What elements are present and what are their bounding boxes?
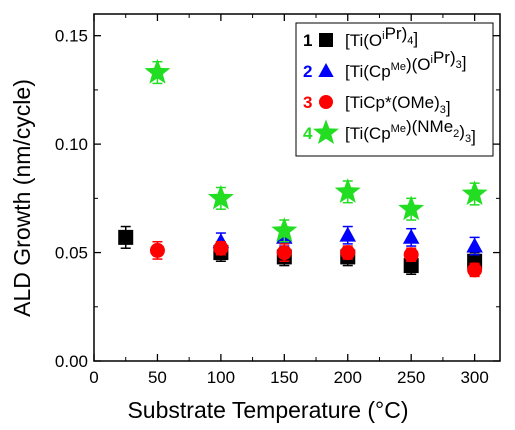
x-tick-label: 100 [207, 368, 235, 387]
y-axis-title: ALD Growth (nm/cycle) [9, 79, 35, 317]
legend: 1 [Ti(OiPr)4] 2 [Ti(CpMe)(OiPr)3] 3 [TiCp*(OM… [295, 22, 494, 157]
data-point [118, 229, 134, 245]
data-point [466, 237, 483, 253]
axes: 0 50 100 150 200 250 300 0.00 0.05 0.10 0.15 [55, 13, 501, 387]
series-square [118, 225, 483, 275]
data-point [461, 180, 488, 205]
y-tick-label: 0.15 [55, 27, 88, 46]
legend-marker [313, 119, 339, 144]
legend-number: 1 [303, 31, 312, 50]
legend-number: 2 [303, 62, 312, 81]
legend-marker [318, 63, 334, 77]
data-point [467, 262, 483, 278]
x-axis-title: Substrate Temperature (°C) [127, 397, 408, 423]
data-point [144, 58, 171, 84]
legend-label: [Ti(OiPr)4] [345, 24, 418, 50]
legend-label: [Ti(CpMe)(OiPr)3] [345, 48, 466, 81]
y-tick-label: 0.10 [55, 135, 88, 154]
x-tick-label: 200 [334, 368, 362, 387]
data-point [213, 240, 229, 256]
legend-marker [319, 33, 333, 47]
x-tick-label: 0 [89, 368, 98, 387]
data-point [398, 195, 425, 221]
legend-label: [TiCp*(OMe)3] [345, 93, 451, 117]
data-point [334, 178, 361, 203]
series-circle [149, 240, 483, 278]
legend-number: 3 [303, 93, 312, 112]
data-point [271, 217, 298, 242]
y-tick-label: 0.05 [55, 244, 88, 263]
legend-label: [Ti(CpMe)(NMe2)3] [345, 117, 476, 146]
x-tick-label: 50 [148, 368, 167, 387]
series-star [144, 58, 488, 243]
legend-marker [319, 95, 333, 109]
plot-frame [93, 13, 501, 362]
x-tick-label: 300 [460, 368, 488, 387]
plot-marks [118, 58, 488, 278]
data-point [340, 245, 356, 261]
x-tick-label: 150 [270, 368, 298, 387]
y-tick-label: 0.00 [55, 352, 88, 371]
data-point [276, 245, 292, 261]
legend-number: 4 [303, 124, 313, 143]
data-point [339, 226, 356, 242]
x-tick-label: 250 [397, 368, 425, 387]
data-point [403, 247, 419, 263]
data-point [207, 184, 234, 210]
data-point [149, 242, 165, 258]
data-point [402, 228, 420, 244]
